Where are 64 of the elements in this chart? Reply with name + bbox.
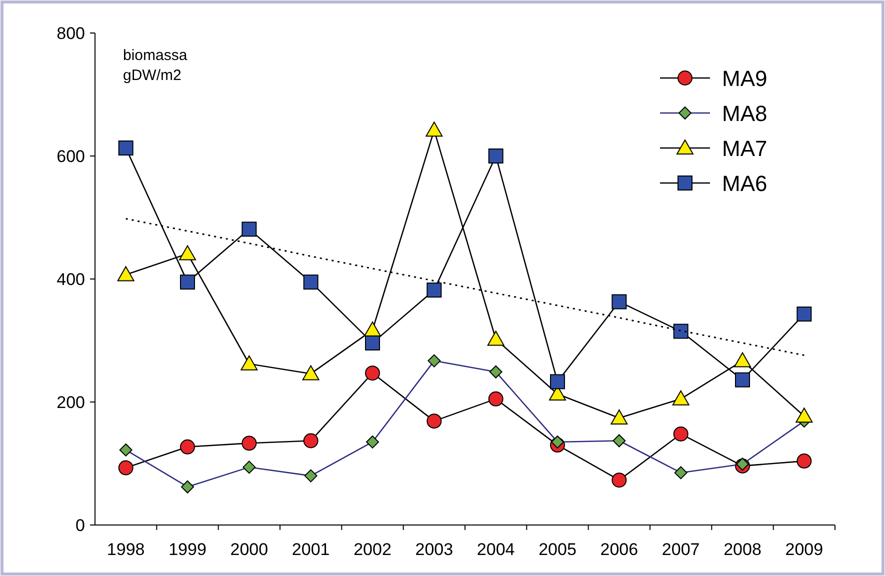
point bbox=[674, 466, 688, 480]
point bbox=[242, 436, 257, 451]
point bbox=[180, 439, 195, 454]
legend-label: MA8 bbox=[722, 101, 768, 126]
point bbox=[796, 454, 812, 469]
point bbox=[426, 282, 442, 298]
x-tick-label: 2009 bbox=[785, 540, 824, 559]
point bbox=[610, 409, 628, 424]
point bbox=[612, 434, 626, 448]
legend-label: MA7 bbox=[722, 136, 768, 161]
y-tick-label: 0 bbox=[76, 516, 85, 535]
x-tick-label: 2008 bbox=[724, 540, 762, 559]
legend-label: MA6 bbox=[722, 171, 768, 196]
point bbox=[181, 480, 194, 494]
point bbox=[551, 435, 564, 448]
point bbox=[180, 274, 195, 290]
point bbox=[612, 472, 627, 488]
point bbox=[365, 366, 380, 381]
legend-label: MA9 bbox=[722, 66, 768, 91]
point bbox=[734, 352, 751, 368]
y-tick-label: 200 bbox=[56, 393, 85, 412]
point bbox=[673, 426, 688, 442]
point bbox=[488, 391, 504, 406]
x-tick-label: 2005 bbox=[538, 540, 576, 559]
x-tick-label: 2003 bbox=[415, 540, 454, 559]
point bbox=[612, 294, 627, 310]
point bbox=[487, 330, 504, 346]
x-tick-label: 1999 bbox=[168, 540, 206, 559]
x-tick-label: 2006 bbox=[600, 540, 638, 559]
point bbox=[489, 365, 502, 378]
point bbox=[118, 460, 134, 476]
point bbox=[366, 435, 379, 448]
point bbox=[550, 374, 565, 390]
point bbox=[303, 274, 318, 290]
point bbox=[426, 122, 443, 137]
x-tick-label: 2004 bbox=[476, 540, 515, 559]
point bbox=[119, 443, 132, 456]
x-tick-label: 2001 bbox=[292, 540, 330, 559]
point bbox=[488, 148, 504, 164]
x-tick-label: 2007 bbox=[662, 540, 700, 559]
point bbox=[304, 469, 318, 482]
point bbox=[365, 335, 380, 350]
point bbox=[796, 306, 812, 322]
point bbox=[302, 365, 320, 380]
x-tick-label: 1998 bbox=[106, 540, 145, 559]
x-tick-label: 2002 bbox=[354, 540, 392, 559]
y-tick-label: 600 bbox=[56, 147, 85, 166]
x-tick-label: 2000 bbox=[230, 540, 268, 559]
point bbox=[179, 245, 196, 260]
point bbox=[735, 372, 750, 388]
point bbox=[426, 414, 442, 429]
point bbox=[428, 354, 441, 368]
point bbox=[118, 140, 134, 156]
point bbox=[303, 433, 318, 448]
point bbox=[796, 408, 813, 423]
y-axis-title: biomassa gDW/m2 bbox=[123, 47, 188, 84]
point bbox=[240, 355, 258, 370]
y-tick-label: 800 bbox=[56, 24, 85, 43]
point bbox=[117, 266, 134, 282]
point bbox=[242, 222, 257, 237]
point bbox=[672, 390, 690, 406]
y-tick-label: 400 bbox=[56, 270, 85, 289]
point bbox=[242, 460, 256, 474]
point bbox=[673, 324, 688, 339]
